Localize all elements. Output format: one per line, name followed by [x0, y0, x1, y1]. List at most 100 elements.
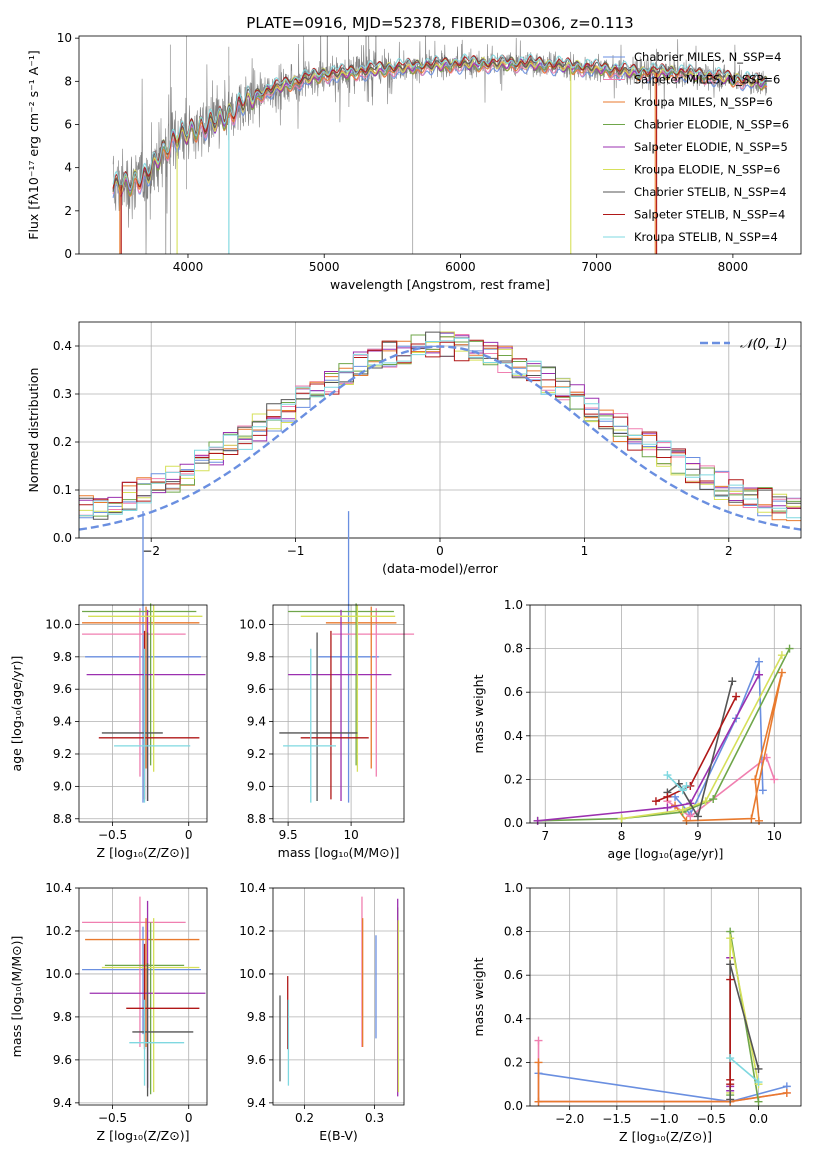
weight-line [674, 661, 764, 816]
y-axis-label: mass [log₁₀(M/M⊙)] [9, 936, 24, 1058]
weight-marker [785, 644, 794, 653]
weight-line [666, 681, 734, 819]
x-tick-label: 7000 [581, 260, 612, 274]
x-axis-label: (data-model)/error [382, 561, 499, 576]
weight-marker [728, 677, 737, 686]
y-tick-label: 0 [64, 247, 72, 261]
y-tick-label: 6 [64, 117, 72, 131]
x-axis-label: mass [log₁₀(M/M⊙)] [278, 845, 400, 860]
x-tick-label: −1.0 [650, 1112, 679, 1126]
x-axis-label: Z [log₁₀(Z/Z⊙)] [97, 1128, 190, 1143]
weight-marker [755, 670, 764, 679]
weight-marker [726, 960, 735, 969]
y-tick-label: 4 [64, 161, 72, 175]
y-tick-label: 9.6 [247, 682, 266, 696]
y-tick-label: 0.1 [53, 483, 72, 497]
y-axis-label: mass weight [471, 957, 486, 1036]
y-axis-label: mass weight [471, 674, 486, 753]
y-tick-label: 0.4 [504, 1012, 523, 1026]
weight-line [674, 672, 783, 822]
y-tick-label: 0.2 [504, 772, 523, 786]
y-tick-label: 0.8 [504, 642, 523, 656]
legend-label: Salpeter MILES, N_SSP=6 [634, 73, 780, 87]
x-axis-label: E(B-V) [319, 1128, 358, 1143]
x-tick-label: 4000 [173, 260, 204, 274]
y-tick-label: 10.4 [45, 881, 72, 895]
y-tick-label: 1.0 [504, 881, 523, 895]
x-tick-label: 1 [581, 544, 589, 558]
y-tick-label: 8.8 [247, 812, 266, 826]
model-line [112, 53, 768, 191]
y-tick-label: 9.4 [247, 1096, 266, 1110]
y-tick-label: 0.6 [504, 685, 523, 699]
y-tick-label: 8.8 [53, 812, 72, 826]
y-tick-label: 0.3 [53, 387, 72, 401]
mass-vs-metallicity-panel: −0.5 0 9.4 9.6 9.8 10.0 10.2 10.4 Z [log₁₀(Z/Z⊙)… [9, 881, 208, 1143]
x-tick-label: −2.0 [555, 1112, 584, 1126]
axes-frame [529, 887, 802, 1107]
weight-marker [755, 816, 764, 825]
y-tick-label: 0.0 [53, 531, 72, 545]
x-axis-label: Z [log₁₀(Z/Z⊙)] [97, 845, 190, 860]
y-tick-label: 9.0 [53, 779, 72, 793]
y-tick-label: 9.2 [247, 747, 266, 761]
weight-marker [770, 775, 779, 784]
y-axis-label: Flux [fλ10⁻¹⁷ erg cm⁻² s⁻¹ A⁻¹] [26, 50, 41, 239]
x-tick-label: 7 [541, 829, 549, 843]
legend-label: Chabrier STELIB, N_SSP=4 [634, 185, 786, 199]
x-axis-label: age [log₁₀(age/yr)] [608, 846, 724, 861]
weight-marker [678, 786, 687, 795]
weight-marker [782, 1088, 791, 1097]
x-tick-label: 2 [725, 544, 733, 558]
weight-marker [682, 816, 691, 825]
x-tick-label: 8 [618, 829, 626, 843]
weight-marker [534, 1036, 543, 1045]
weight-marker [758, 786, 767, 795]
weight-marker [709, 795, 718, 804]
weight-marker [732, 692, 741, 701]
x-tick-label: −1.5 [602, 1112, 631, 1126]
x-tick-label: −0.5 [98, 1111, 127, 1125]
x-tick-label: 0 [185, 828, 193, 842]
x-tick-label: 0.0 [749, 1112, 768, 1126]
weight-marker [671, 792, 680, 801]
weight-line [666, 774, 688, 792]
y-tick-label: 9.8 [53, 650, 72, 664]
x-tick-label: 8000 [718, 260, 749, 274]
weight-marker [678, 805, 687, 814]
y-tick-label: 9.8 [247, 1010, 266, 1024]
y-tick-label: 9.6 [53, 682, 72, 696]
axes-frame [272, 604, 405, 823]
legend: Chabrier MILES, N_SSP=4 Salpeter MILES, N… [603, 50, 789, 244]
weight-marker [726, 1075, 735, 1084]
age-vs-metallicity-panel: −0.5 0 8.8 9.0 9.2 9.4 9.6 9.8 10.0 Z [log₁₀(Z/Z⊙… [9, 511, 208, 860]
y-tick-label: 2 [64, 204, 72, 218]
weight-marker [754, 1078, 763, 1087]
plot-area [79, 331, 801, 538]
legend-label: Chabrier MILES, N_SSP=4 [634, 50, 781, 64]
residuals-panel: 𝒩(0, 1) −2 −1 0 1 2 0.0 0.1 0.2 0.3 0.4 (data-model… [26, 321, 802, 576]
weight-marker [701, 797, 710, 806]
weight-marker [534, 1097, 543, 1106]
x-axis-label: Z [log₁₀(Z/Z⊙)] [619, 1129, 712, 1144]
y-axis-label: Normed distribution [26, 368, 41, 493]
weight-marker [726, 1095, 735, 1104]
weight-line [666, 756, 776, 818]
y-tick-label: 10 [57, 31, 72, 45]
legend-label: Chabrier ELODIE, N_SSP=6 [634, 118, 789, 132]
model-line [112, 58, 768, 198]
legend-label: 𝒩(0, 1) [740, 337, 787, 352]
weight-marker [747, 814, 756, 823]
gaussian-curve [79, 345, 801, 531]
legend-label: Kroupa MILES, N_SSP=6 [634, 95, 773, 109]
y-tick-label: 0.4 [53, 339, 72, 353]
x-tick-label: −0.5 [697, 1112, 726, 1126]
mass-weight-vs-age-panel: 7 8 9 10 0.0 0.2 0.4 0.6 0.8 1.0 age [log₁₀(age/yr… [471, 598, 802, 861]
y-tick-label: 0.4 [504, 729, 523, 743]
axes-frame [272, 887, 405, 1106]
axes-frame [78, 887, 208, 1106]
chart-title: PLATE=0916, MJD=52378, FIBERID=0306, z=0… [246, 14, 633, 32]
axes-frame [78, 604, 208, 823]
x-tick-label: 0 [436, 544, 444, 558]
y-tick-label: 9.6 [247, 1053, 266, 1067]
